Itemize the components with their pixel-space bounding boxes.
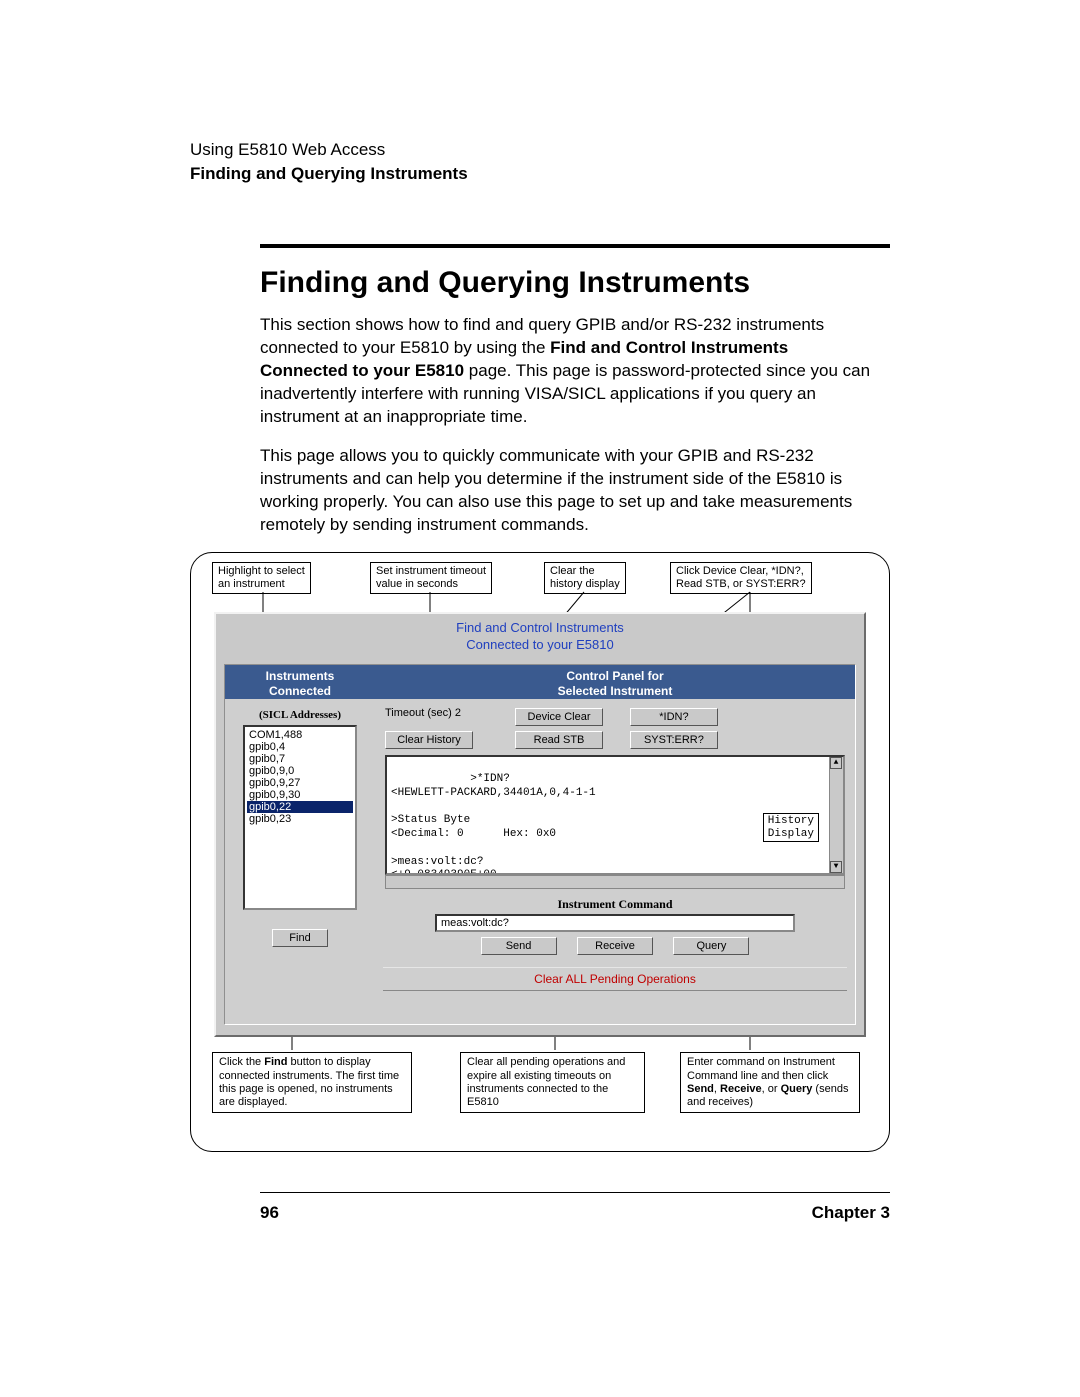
- list-item[interactable]: gpib0,9,0: [247, 765, 353, 777]
- ui-title-line2: Connected to your E5810: [466, 637, 613, 652]
- read-stb-button[interactable]: Read STB: [515, 731, 603, 749]
- receive-button[interactable]: Receive: [577, 937, 653, 955]
- scrollbar-horizontal[interactable]: [385, 875, 845, 889]
- section-rule: [260, 244, 890, 248]
- instrument-command-label: Instrument Command: [375, 897, 855, 912]
- scroll-up-icon[interactable]: ▲: [830, 757, 842, 769]
- send-button[interactable]: Send: [481, 937, 557, 955]
- callout-timeout: Set instrument timeout value in seconds: [370, 562, 492, 593]
- paragraph-2: This page allows you to quickly communic…: [260, 445, 880, 537]
- callout-find-pre: Click the: [219, 1056, 264, 1068]
- command-input[interactable]: meas:volt:dc?: [435, 914, 795, 932]
- query-button[interactable]: Query: [673, 937, 749, 955]
- cc-pre: Enter command on Instrument Command line…: [687, 1056, 835, 1081]
- sicl-label: (SICL Addresses): [225, 709, 375, 721]
- figure: Highlight to select an instrument Set in…: [190, 552, 890, 1152]
- footer-rule: [260, 1192, 890, 1193]
- history-callout: History Display: [763, 813, 819, 841]
- callout-buttons: Click Device Clear, *IDN?, Read STB, or …: [670, 562, 812, 593]
- timeout-input[interactable]: 2: [455, 707, 461, 719]
- list-item[interactable]: gpib0,9,30: [247, 789, 353, 801]
- chapter-label: Chapter 3: [812, 1203, 890, 1223]
- footer: 96 Chapter 3: [260, 1203, 890, 1223]
- list-item[interactable]: gpib0,7: [247, 753, 353, 765]
- ui-title-line1: Find and Control Instruments: [456, 620, 624, 635]
- right-column: Control Panel for Selected Instrument Ti…: [375, 665, 855, 991]
- timeout-label: Timeout (sec): [385, 707, 452, 719]
- list-item-selected[interactable]: gpib0,22: [247, 801, 353, 813]
- history-display: >*IDN? <HEWLETT-PACKARD,34401A,0,4-1-1 >…: [385, 755, 845, 875]
- ui-lower: Instruments Connected (SICL Addresses) C…: [224, 664, 856, 1025]
- cc-b3: Query: [781, 1083, 813, 1095]
- clear-history-button[interactable]: Clear History: [385, 731, 473, 749]
- cc-m2: , or: [762, 1083, 781, 1095]
- callout-find-bold: Find: [264, 1056, 287, 1068]
- section-title: Finding and Querying Instruments: [260, 266, 890, 300]
- list-item[interactable]: gpib0,9,27: [247, 777, 353, 789]
- left-column: Instruments Connected (SICL Addresses) C…: [225, 665, 375, 947]
- syst-err-button[interactable]: SYST:ERR?: [630, 731, 718, 749]
- running-header-line1: Using E5810 Web Access: [190, 140, 890, 160]
- cc-b1: Send: [687, 1083, 714, 1095]
- callout-highlight: Highlight to select an instrument: [212, 562, 311, 593]
- running-header-line2: Finding and Querying Instruments: [190, 164, 890, 184]
- clear-pending-link[interactable]: Clear ALL Pending Operations: [383, 967, 847, 991]
- scroll-down-icon[interactable]: ▼: [830, 861, 842, 873]
- ui-title: Find and Control Instruments Connected t…: [216, 620, 864, 653]
- paragraph-1: This section shows how to find and query…: [260, 314, 880, 429]
- device-clear-button[interactable]: Device Clear: [515, 708, 603, 726]
- callout-command: Enter command on Instrument Command line…: [680, 1052, 860, 1113]
- left-column-header: Instruments Connected: [225, 665, 375, 699]
- callout-find: Click the Find button to display connect…: [212, 1052, 412, 1113]
- idn-button[interactable]: *IDN?: [630, 708, 718, 726]
- find-button[interactable]: Find: [272, 929, 328, 947]
- history-text: >*IDN? <HEWLETT-PACKARD,34401A,0,4-1-1 >…: [391, 773, 596, 875]
- right-column-header: Control Panel for Selected Instrument: [375, 665, 855, 699]
- cc-b2: Receive: [720, 1083, 762, 1095]
- list-item[interactable]: COM1,488: [247, 729, 353, 741]
- page-number: 96: [260, 1203, 279, 1223]
- list-item[interactable]: gpib0,4: [247, 741, 353, 753]
- callout-clear: Clear the history display: [544, 562, 626, 593]
- callout-clear-pending: Clear all pending operations and expire …: [460, 1052, 645, 1113]
- scrollbar-vertical[interactable]: ▲ ▼: [829, 757, 843, 873]
- address-listbox[interactable]: COM1,488 gpib0,4 gpib0,7 gpib0,9,0 gpib0…: [243, 725, 357, 910]
- list-item[interactable]: gpib0,23: [247, 813, 353, 825]
- ui-panel: Find and Control Instruments Connected t…: [214, 612, 866, 1037]
